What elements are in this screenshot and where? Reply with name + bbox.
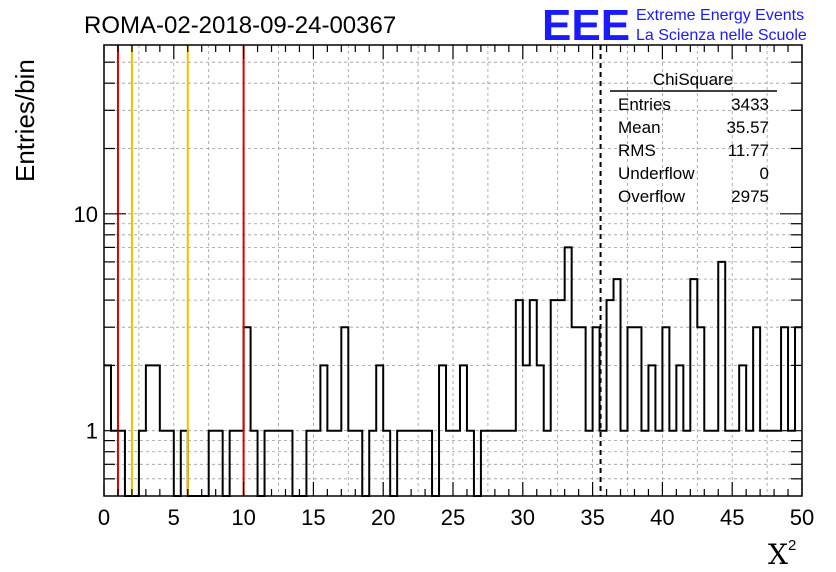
- x-tick-label: 30: [511, 505, 535, 530]
- x-tick-label: 25: [441, 505, 465, 530]
- x-tick-label: 50: [790, 505, 814, 530]
- stats-value: 35.57: [726, 118, 769, 137]
- stats-label: Entries: [618, 95, 671, 114]
- stats-label: RMS: [618, 141, 656, 160]
- stats-label: Underflow: [618, 164, 695, 183]
- grid: [104, 45, 802, 496]
- x-tick-label: 15: [301, 505, 325, 530]
- x-axis-title: X2: [768, 537, 796, 571]
- x-tick-label: 35: [580, 505, 604, 530]
- x-tick-label: 5: [168, 505, 180, 530]
- stats-title: ChiSquare: [653, 70, 733, 89]
- y-axis-title: Entries/bin: [10, 59, 40, 182]
- x-tick-label: 45: [720, 505, 744, 530]
- stats-rows: Entries 3433 Mean 35.57 RMS 11.77 Underflow 0 Ov…: [618, 95, 769, 206]
- marker-lines: [116, 45, 602, 496]
- logo-line-1: Extreme Energy Events: [636, 7, 804, 24]
- axis-ticks: 0 5 10 15 20 25 30 35 40 45 50 1 10: [74, 45, 814, 530]
- eee-logo-mark: EEE: [542, 1, 630, 50]
- stats-label: Overflow: [618, 187, 686, 206]
- x-tick-label: 20: [371, 505, 395, 530]
- x-tick-label: 40: [650, 505, 674, 530]
- y-tick-label: 1: [86, 419, 98, 444]
- stats-value: 3433: [731, 95, 769, 114]
- x-tick-label: 10: [231, 505, 255, 530]
- stats-value: 0: [760, 164, 769, 183]
- stats-label: Mean: [618, 118, 661, 137]
- logo-line-2: La Scienza nelle Scuole: [636, 27, 807, 44]
- x-tick-label: 0: [98, 505, 110, 530]
- y-tick-label: 10: [74, 202, 98, 227]
- chart-title: ROMA-02-2018-09-24-00367: [84, 12, 396, 39]
- stats-value: 11.77: [728, 141, 769, 160]
- stats-value: 2975: [731, 187, 769, 206]
- stats-box: ChiSquare Entries 3433 Mean 35.57 RMS 11.77 Un…: [610, 70, 777, 206]
